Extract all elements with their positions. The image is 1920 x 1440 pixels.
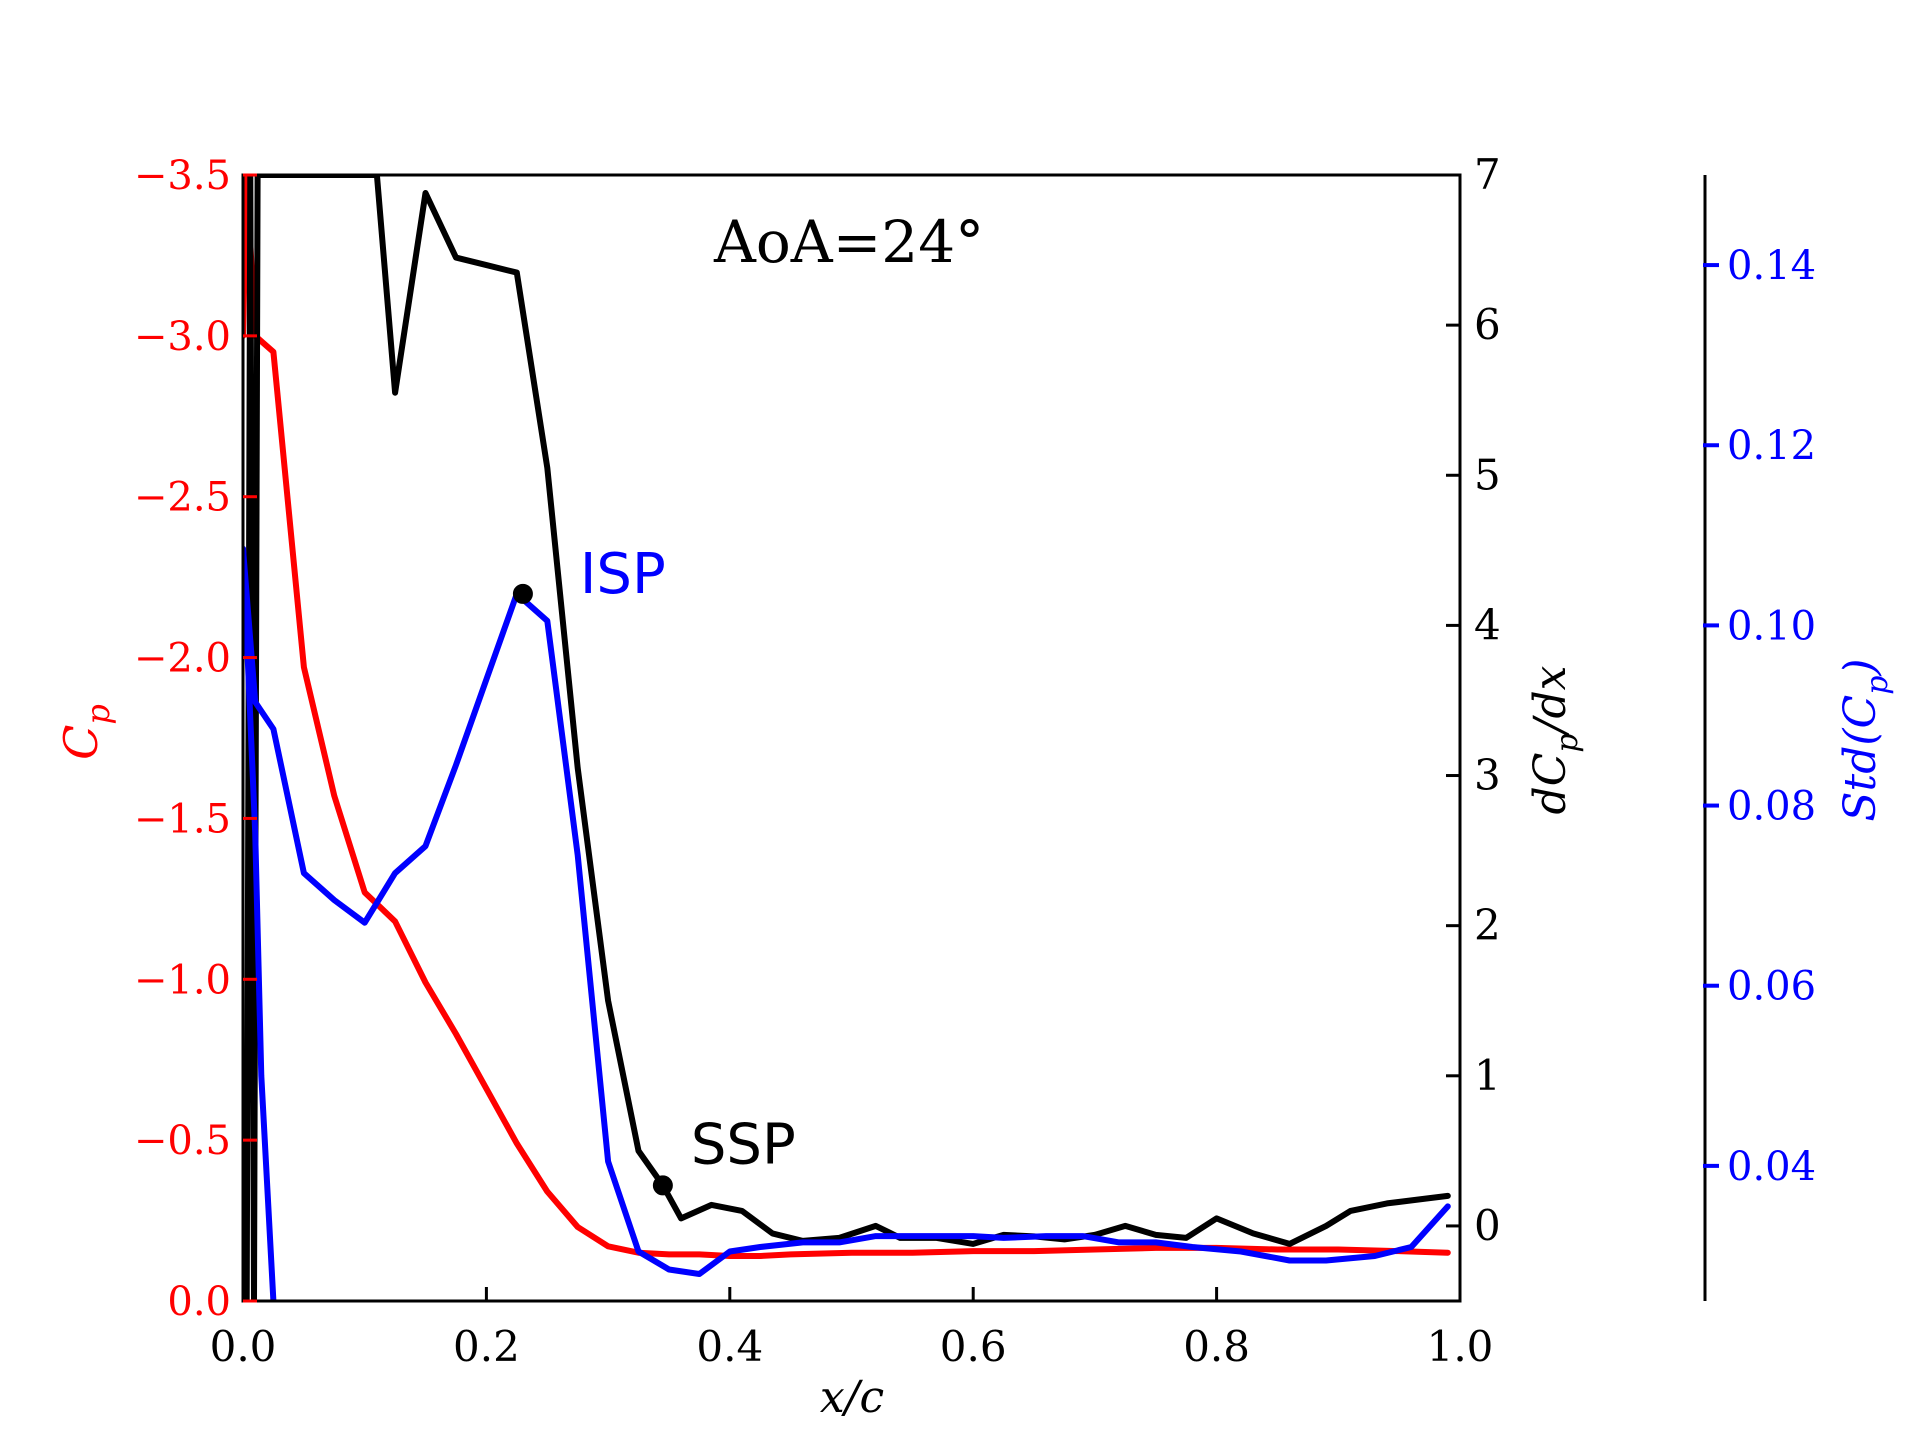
dcp-axis-ticks: 0 1 2 3 4 5 6 7 bbox=[1446, 150, 1501, 1250]
series-line-2 bbox=[243, 545, 1451, 1277]
x-tick-label: 0.6 bbox=[940, 1322, 1007, 1371]
std-tick-label: 0.10 bbox=[1727, 603, 1816, 649]
isp-label: ISP bbox=[580, 542, 666, 607]
cp-tick-label: −1.5 bbox=[134, 796, 231, 842]
dcp-axis-label-right: /dx bbox=[1525, 665, 1576, 737]
dcp-tick-label: 6 bbox=[1474, 300, 1501, 349]
cp-axis-label-sub: p bbox=[79, 704, 117, 724]
cp-tick-label: −2.5 bbox=[134, 475, 231, 521]
cp-tick-label: 0.0 bbox=[167, 1279, 231, 1325]
dcp-tick-label: 4 bbox=[1474, 600, 1501, 649]
cp-tick-label: −2.0 bbox=[134, 636, 231, 682]
plot-frame bbox=[241, 173, 1462, 1303]
series-line-3 bbox=[243, 545, 277, 1301]
cp-tick-label: −3.5 bbox=[134, 153, 231, 199]
dcp-tick-label: 3 bbox=[1474, 751, 1501, 800]
ssp-marker bbox=[652, 1175, 673, 1196]
x-tick-label: 0.8 bbox=[1183, 1322, 1250, 1371]
dcp-tick-label: 7 bbox=[1474, 150, 1501, 199]
dcp-tick-label: 2 bbox=[1474, 901, 1501, 950]
std-axis-label-right: ) bbox=[1835, 658, 1886, 676]
std-tick-label: 0.08 bbox=[1727, 784, 1816, 830]
ssp-label: SSP bbox=[691, 1112, 796, 1177]
std-axis-ticks: 0.04 0.06 0.08 0.10 0.12 0.14 bbox=[1703, 243, 1816, 1190]
cp-tick-label: −3.0 bbox=[134, 314, 231, 360]
x-axis-label: x/c bbox=[820, 1372, 884, 1423]
x-tick-label: 0.0 bbox=[210, 1322, 277, 1371]
isp-marker bbox=[512, 583, 533, 604]
x-tick-label: 0.4 bbox=[696, 1322, 763, 1371]
std-axis-label-sub: p bbox=[1860, 676, 1895, 695]
cp-axis-ticks: 0.0 −0.5 −1.0 −1.5 −2.0 −2.5 −3.0 −3.5 bbox=[134, 153, 257, 1325]
cp-axis-label: Cp bbox=[54, 704, 117, 760]
dcp-tick-label: 1 bbox=[1474, 1051, 1501, 1100]
chart-annotation-title: AoA=24° bbox=[713, 208, 984, 276]
cp-tick-label: −1.0 bbox=[134, 957, 231, 1003]
std-tick-label: 0.04 bbox=[1727, 1144, 1816, 1190]
dcp-tick-label: 5 bbox=[1474, 450, 1501, 499]
std-tick-label: 0.14 bbox=[1727, 243, 1816, 289]
dcp-axis-label-sub: p bbox=[1550, 733, 1585, 752]
dcp-axis-label-left: dC bbox=[1525, 753, 1576, 815]
marker-layer: ISP SSP bbox=[512, 542, 796, 1196]
cp-axis-label-main: C bbox=[54, 725, 108, 760]
series-layer bbox=[243, 175, 1451, 1301]
dcp-tick-label: 0 bbox=[1474, 1201, 1501, 1250]
x-axis-ticks: 0.0 0.2 0.4 0.6 0.8 1.0 bbox=[210, 1287, 1494, 1371]
std-axis-label-left: Std(C bbox=[1835, 695, 1886, 822]
std-axis-label: Std(Cp) bbox=[1835, 658, 1895, 821]
dcp-axis-label: dCp/dx bbox=[1525, 665, 1585, 814]
std-tick-label: 0.12 bbox=[1727, 423, 1816, 469]
series-line-0 bbox=[243, 175, 1451, 1259]
x-tick-label: 1.0 bbox=[1427, 1322, 1494, 1371]
x-tick-label: 0.2 bbox=[453, 1322, 520, 1371]
cp-tick-label: −0.5 bbox=[134, 1118, 231, 1164]
std-tick-label: 0.06 bbox=[1727, 964, 1816, 1010]
